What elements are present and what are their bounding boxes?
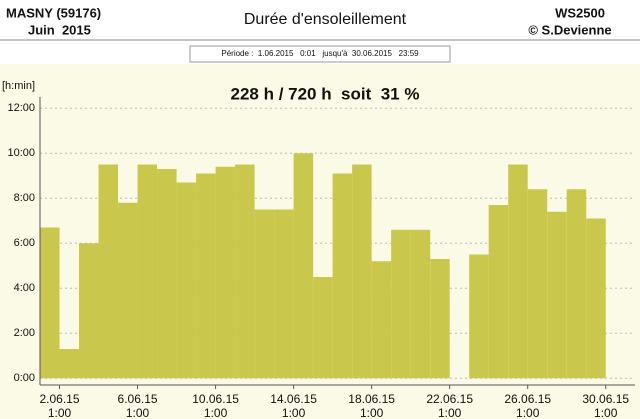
bar: [566, 189, 587, 379]
bar: [79, 243, 99, 379]
bar: [371, 261, 392, 379]
x-tick-label: 22.06.15: [426, 392, 473, 406]
annotation: 228 h / 720 h soit 31 %: [231, 84, 420, 103]
station: MASNY (59176): [6, 5, 101, 20]
bar: [215, 166, 236, 379]
period: Période : 1.06.2015 0:01 jusqu'à 30.06.2…: [221, 49, 419, 58]
header-bg: [0, 0, 640, 64]
x-tick-label: 18.06.15: [348, 392, 395, 406]
bar: [488, 205, 509, 379]
x-tick-label: 10.06.15: [192, 392, 239, 406]
bar: [469, 254, 489, 379]
x-tick-time: 1:00: [126, 406, 150, 419]
bar: [235, 164, 255, 379]
bar: [157, 169, 177, 379]
bar: [410, 229, 431, 379]
period-box: [189, 45, 451, 63]
bar: [430, 259, 450, 379]
y-tick-label: 0:00: [14, 372, 35, 384]
x-tick-label: 14.06.15: [270, 392, 317, 406]
x-tick-time: 1:00: [204, 406, 228, 419]
chart-title: Durée d'ensoleillement: [244, 11, 407, 28]
x-tick-time: 1:00: [282, 406, 306, 419]
bar: [547, 211, 567, 379]
x-tick-label: 26.06.15: [504, 392, 551, 406]
y-tick-label: 6:00: [14, 237, 35, 249]
y-tick-label: 4:00: [14, 282, 35, 294]
x-tick-label: 30.06.15: [582, 392, 629, 406]
x-tick-time: 1:00: [360, 406, 384, 419]
bar: [586, 218, 606, 379]
bar: [40, 227, 60, 379]
bar: [293, 153, 314, 379]
bar: [313, 277, 333, 379]
bar: [196, 173, 216, 379]
bar: [352, 164, 372, 379]
bar: [527, 189, 548, 379]
x-tick-time: 1:00: [516, 406, 540, 419]
y-tick-label: 8:00: [14, 192, 35, 204]
y-tick-label: 12:00: [7, 102, 35, 114]
bar: [508, 164, 528, 379]
bar: [137, 164, 158, 379]
device: WS2500: [555, 5, 605, 20]
month: Juin 2015: [28, 22, 91, 37]
y-axis-label: [h:min]: [2, 80, 35, 92]
bar: [391, 229, 411, 379]
x-tick-label: 2.06.15: [39, 392, 79, 406]
x-tick-time: 1:00: [438, 406, 462, 419]
bar: [98, 164, 119, 379]
y-tick-label: 10:00: [7, 147, 35, 159]
y-tick-label: 2:00: [14, 327, 35, 339]
x-tick-time: 1:00: [594, 406, 618, 419]
bar: [274, 209, 294, 379]
bar: [118, 202, 138, 379]
x-tick-time: 1:00: [48, 406, 72, 419]
bar: [59, 349, 80, 379]
bar: [254, 209, 275, 379]
bar: [176, 182, 197, 379]
author: © S.Devienne: [528, 22, 611, 37]
bar: [332, 173, 353, 379]
x-tick-label: 6.06.15: [118, 392, 158, 406]
